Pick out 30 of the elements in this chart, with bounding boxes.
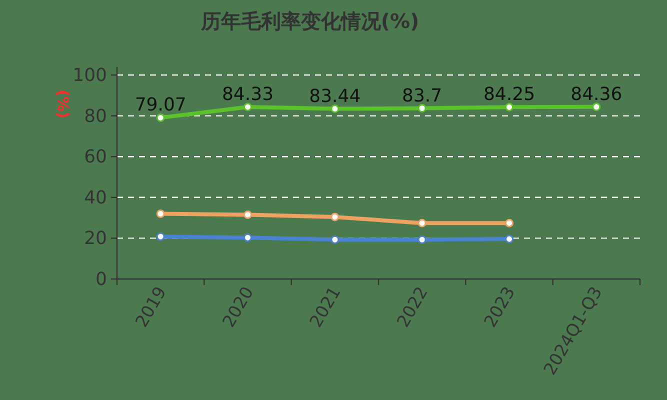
point xyxy=(330,212,340,222)
point xyxy=(330,235,340,244)
chart-title: 历年毛利率变化情况(%) xyxy=(200,9,420,33)
point xyxy=(244,233,252,242)
data-label: 79.07 xyxy=(134,94,186,116)
point xyxy=(330,104,340,114)
point xyxy=(244,210,252,219)
point xyxy=(418,235,426,244)
point xyxy=(418,218,426,228)
point xyxy=(156,113,165,122)
point xyxy=(418,104,426,112)
y-tick-label: 40 xyxy=(84,187,107,208)
y-axis-title: (%) xyxy=(54,90,72,118)
point xyxy=(592,102,601,112)
data-label: 84.36 xyxy=(570,84,622,105)
y-tick-label: 20 xyxy=(84,228,107,250)
data-label: 84.33 xyxy=(222,84,274,105)
y-tick-label: 60 xyxy=(84,146,107,168)
point xyxy=(505,218,514,228)
data-label: 83.7 xyxy=(402,85,442,106)
data-label: 83.44 xyxy=(309,86,361,107)
y-tick-label: 0 xyxy=(96,269,107,290)
point xyxy=(505,102,514,112)
point xyxy=(156,209,165,218)
point xyxy=(244,102,252,112)
y-tick-label: 100 xyxy=(72,65,107,86)
data-label: 84.25 xyxy=(483,84,536,106)
point xyxy=(156,232,165,241)
point xyxy=(505,234,514,244)
y-tick-label: 80 xyxy=(84,106,107,127)
